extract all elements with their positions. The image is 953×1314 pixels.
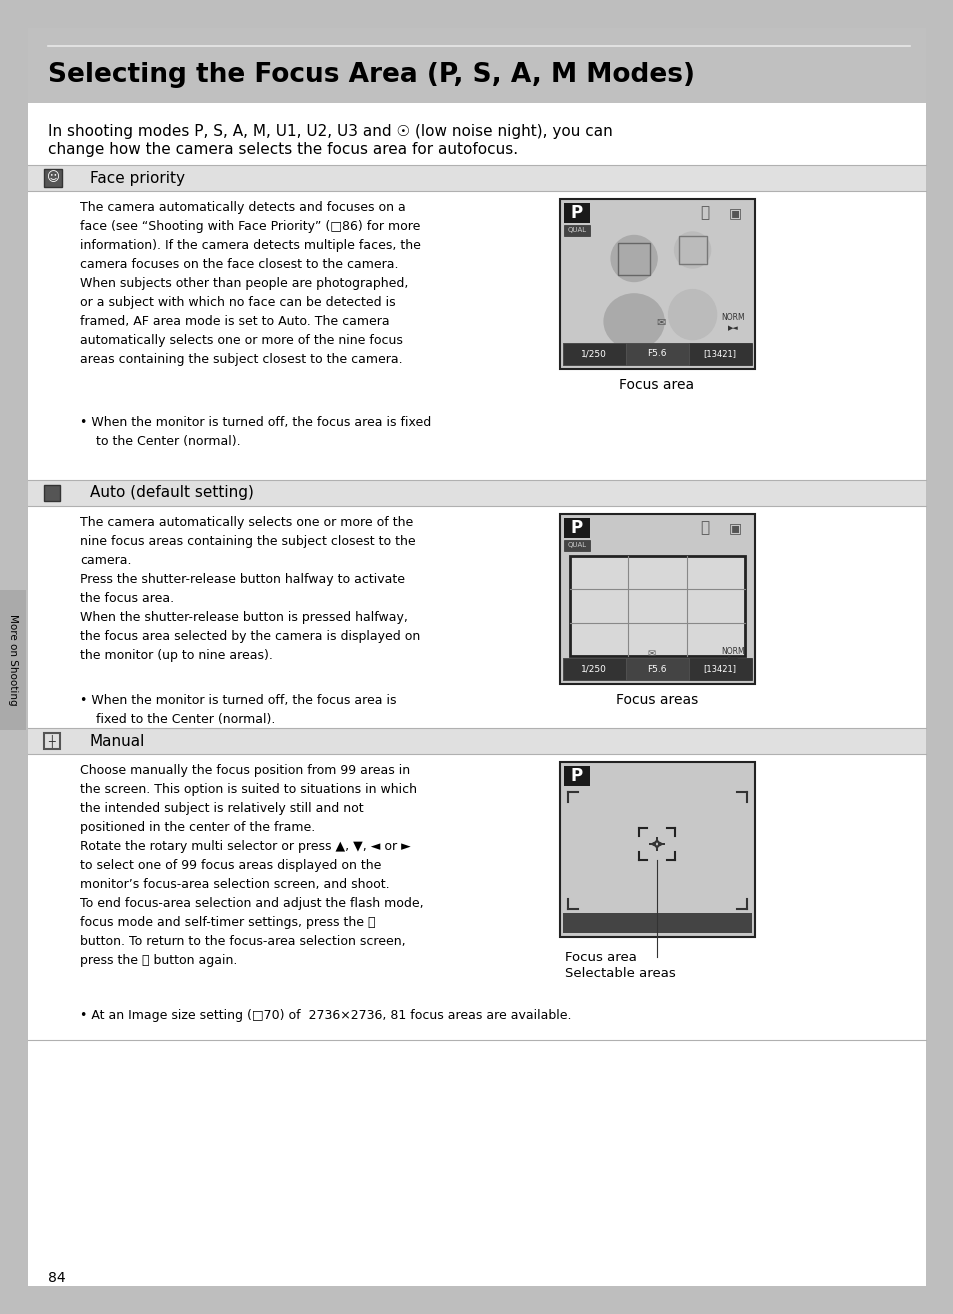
Bar: [28, 166, 925, 191]
Bar: [563, 540, 589, 551]
Text: ▶◄: ▶◄: [727, 654, 738, 661]
Bar: [44, 170, 62, 187]
Circle shape: [674, 233, 710, 268]
Text: Selectable areas: Selectable areas: [564, 967, 675, 980]
Bar: [28, 480, 925, 506]
Text: [13421]: [13421]: [702, 665, 736, 674]
Bar: [562, 913, 751, 933]
Text: [13421]: [13421]: [702, 350, 736, 359]
Circle shape: [611, 235, 657, 281]
Text: ⓘ: ⓘ: [700, 205, 709, 221]
Bar: [562, 343, 625, 365]
Text: 1/250: 1/250: [580, 665, 606, 674]
Text: ☺: ☺: [47, 172, 59, 184]
Bar: [678, 237, 706, 264]
Text: change how the camera selects the focus area for autofocus.: change how the camera selects the focus …: [48, 142, 517, 156]
Text: P: P: [570, 519, 582, 537]
Text: 84: 84: [48, 1271, 66, 1285]
Bar: [562, 658, 625, 681]
Text: ✉: ✉: [656, 318, 665, 328]
Text: QUAL: QUAL: [567, 541, 586, 548]
Text: Focus areas: Focus areas: [616, 692, 698, 707]
Text: 1/250: 1/250: [580, 350, 606, 359]
Text: ▶◄: ▶◄: [727, 325, 738, 331]
Text: NORM: NORM: [720, 314, 744, 322]
Bar: [44, 733, 60, 749]
Text: ⓘ: ⓘ: [700, 520, 709, 536]
Bar: [563, 225, 589, 237]
Text: Auto (default setting): Auto (default setting): [90, 485, 253, 501]
Text: F5.6: F5.6: [646, 350, 666, 359]
Bar: [625, 658, 688, 681]
Bar: [618, 243, 649, 275]
Bar: [563, 202, 589, 223]
Text: Focus area: Focus area: [564, 951, 637, 964]
Text: In shooting modes P, S, A, M, U1, U2, U3 and ☉ (low noise night), you can: In shooting modes P, S, A, M, U1, U2, U3…: [48, 124, 612, 139]
Text: NORM: NORM: [720, 648, 744, 657]
Bar: [559, 198, 754, 369]
Bar: [28, 28, 925, 102]
Text: More on Shooting: More on Shooting: [8, 614, 18, 706]
Text: QUAL: QUAL: [567, 227, 586, 233]
Bar: [28, 728, 925, 754]
Text: P: P: [570, 204, 582, 222]
Text: The camera automatically selects one or more of the
nine focus areas containing : The camera automatically selects one or …: [80, 516, 420, 662]
Bar: [559, 514, 754, 685]
Ellipse shape: [603, 294, 663, 350]
Text: Choose manually the focus position from 99 areas in
the screen. This option is s: Choose manually the focus position from …: [80, 763, 423, 967]
Ellipse shape: [668, 289, 716, 339]
Text: ┼: ┼: [49, 735, 55, 748]
Text: Face priority: Face priority: [90, 171, 185, 185]
Text: ▣: ▣: [728, 520, 740, 535]
Text: • When the monitor is turned off, the focus area is fixed
    to the Center (nor: • When the monitor is turned off, the fo…: [80, 417, 431, 448]
Text: ▣: ▣: [728, 206, 740, 219]
Bar: [559, 762, 754, 937]
Text: • When the monitor is turned off, the focus area is
    fixed to the Center (nor: • When the monitor is turned off, the fo…: [80, 694, 396, 727]
Text: Focus area: Focus area: [618, 378, 694, 392]
Text: ✉: ✉: [647, 649, 655, 660]
Text: Selecting the Focus Area (P, S, A, M Modes): Selecting the Focus Area (P, S, A, M Mod…: [48, 62, 695, 88]
Bar: [625, 343, 688, 365]
Text: • At an Image size setting (□70) of  2736×2736, 81 focus areas are available.: • At an Image size setting (□70) of 2736…: [80, 1009, 571, 1022]
Bar: [562, 658, 751, 681]
Bar: [563, 766, 589, 786]
Bar: [562, 343, 751, 365]
Text: F5.6: F5.6: [646, 665, 666, 674]
Bar: [0, 590, 26, 731]
Text: P: P: [570, 767, 582, 784]
Text: Manual: Manual: [90, 733, 145, 749]
Text: The camera automatically detects and focuses on a
face (see “Shooting with Face : The camera automatically detects and foc…: [80, 201, 420, 367]
Bar: [44, 485, 60, 501]
Bar: [563, 518, 589, 537]
Bar: [569, 556, 744, 656]
